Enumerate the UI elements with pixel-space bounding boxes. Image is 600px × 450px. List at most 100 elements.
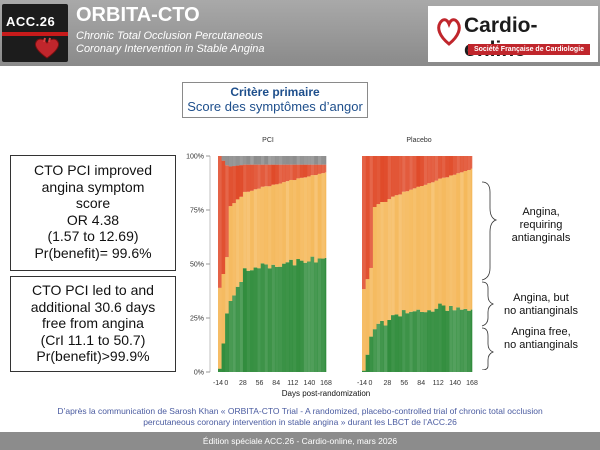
area-slice-gray [317,156,322,165]
area-slice-red [321,164,326,174]
footer-text: Édition spéciale ACC.26 - Cardio-online,… [202,436,398,446]
area-slice-gray [264,156,269,165]
area-slice-red [409,156,414,190]
area-slice-orange [420,186,424,312]
area-slice-orange [405,191,410,314]
area-slice-red [239,165,244,197]
area-slice-red [271,164,276,185]
area-slice-green [369,336,374,372]
subtitle-line-1: Chronic Total Occlusion Percutaneous [76,30,263,42]
pci-panel [218,156,327,372]
area-slice-green [416,309,421,372]
area-slice-green [282,263,286,372]
area-slice-red [423,156,428,185]
area-slice-orange [365,279,370,355]
y-tick-label: 50% [190,262,204,269]
x-tick-label: 168 [320,380,332,387]
x-axis: -14 0 28 56 84 112 140 168 -14 0 28 56 84 112 140 168 [213,380,478,387]
area-slice-red [299,164,304,178]
area-slice-green [372,329,377,372]
acc-badge-stripe [2,32,68,36]
area-slice-gray [250,156,254,165]
area-slice-gray [225,156,229,166]
area-slice-red [303,164,308,178]
area-slice-orange [470,168,473,310]
area-slice-red [456,156,461,174]
area-slice-orange [449,175,453,306]
result-box-angina-free-days: CTO PCI led to and additional 30.6 days … [10,276,176,372]
area-slice-green [365,354,370,372]
area-slice-orange [299,177,304,261]
area-slice-orange [463,171,468,309]
acc-logo-badge: ACC.26 [2,4,68,62]
area-slice-red [427,156,432,184]
area-slice-red [420,156,424,187]
area-slice-orange [467,170,472,311]
area-slice-orange [232,203,237,296]
area-slice-green [430,311,435,372]
area-slice-red [391,156,395,197]
area-slice-orange [260,186,265,264]
area-slice-orange [218,287,222,369]
area-slice-orange [372,207,377,330]
area-slice-green [467,310,472,372]
area-slice-green [250,270,254,372]
area-slice-red [459,156,464,173]
area-slice-gray [253,156,258,165]
area-slice-green [242,268,247,372]
area-slice-orange [452,174,457,311]
area-slice-green [253,267,258,372]
area-slice-red [387,156,392,200]
area-slice-orange [310,175,315,257]
area-slice-red [260,164,265,187]
area-slice-green [218,368,222,372]
x-tick-label: 112 [287,380,298,387]
area-slice-red [307,164,311,177]
subtitle-line-2: Coronary Intervention in Stable Angina [76,43,265,55]
area-slice-red [246,164,251,192]
area-slice-orange [303,177,308,263]
area-slice-red [228,166,233,207]
area-slice-red [430,156,435,183]
area-slice-green [278,266,283,372]
area-slice-green [317,258,322,372]
area-slice-green [394,314,399,372]
area-slice-orange [445,177,450,311]
footnote-line-2: percutaneous coronary intervention in st… [143,417,457,427]
legend-req-line-3: antianginals [511,232,571,244]
area-slice-orange [369,267,374,337]
y-tick-label: 25% [190,316,204,323]
legend-angina-no-med: Angina, but no antianginals [492,292,590,318]
area-slice-red [365,156,370,280]
area-slice-gray [310,156,315,165]
area-slice-red [225,165,229,258]
area-slice-green [296,259,301,372]
area-slice-red [412,156,417,189]
x-tick-label: 168 [466,380,478,387]
area-slice-red [218,156,222,288]
area-slice-orange [307,176,311,262]
x-tick-label: 28 [239,380,247,387]
area-slice-gray [278,156,283,165]
area-slice-green [434,308,439,372]
legend-nomed-line-2: no antianginals [503,305,578,317]
area-slice-green [264,264,269,372]
area-slice-orange [285,181,290,263]
area-slice-orange [362,289,366,371]
area-slice-green [412,311,417,372]
x-tick-label: -14 [213,380,223,387]
area-slice-orange [264,186,269,265]
area-slice-gray [267,156,272,165]
area-slice-green [387,319,392,372]
box1-line-4: OR 4.38 [66,211,120,228]
y-tick-label: 100% [186,154,204,161]
area-slice-green [362,370,366,372]
area-slice-orange [387,199,392,320]
area-slice-green [314,262,318,372]
area-slice-green [376,323,381,372]
x-tick-label: 140 [304,380,316,387]
area-slice-green [452,310,457,372]
legend-brackets [481,181,498,370]
area-slice-green [391,315,395,372]
area-slice-orange [221,274,226,344]
